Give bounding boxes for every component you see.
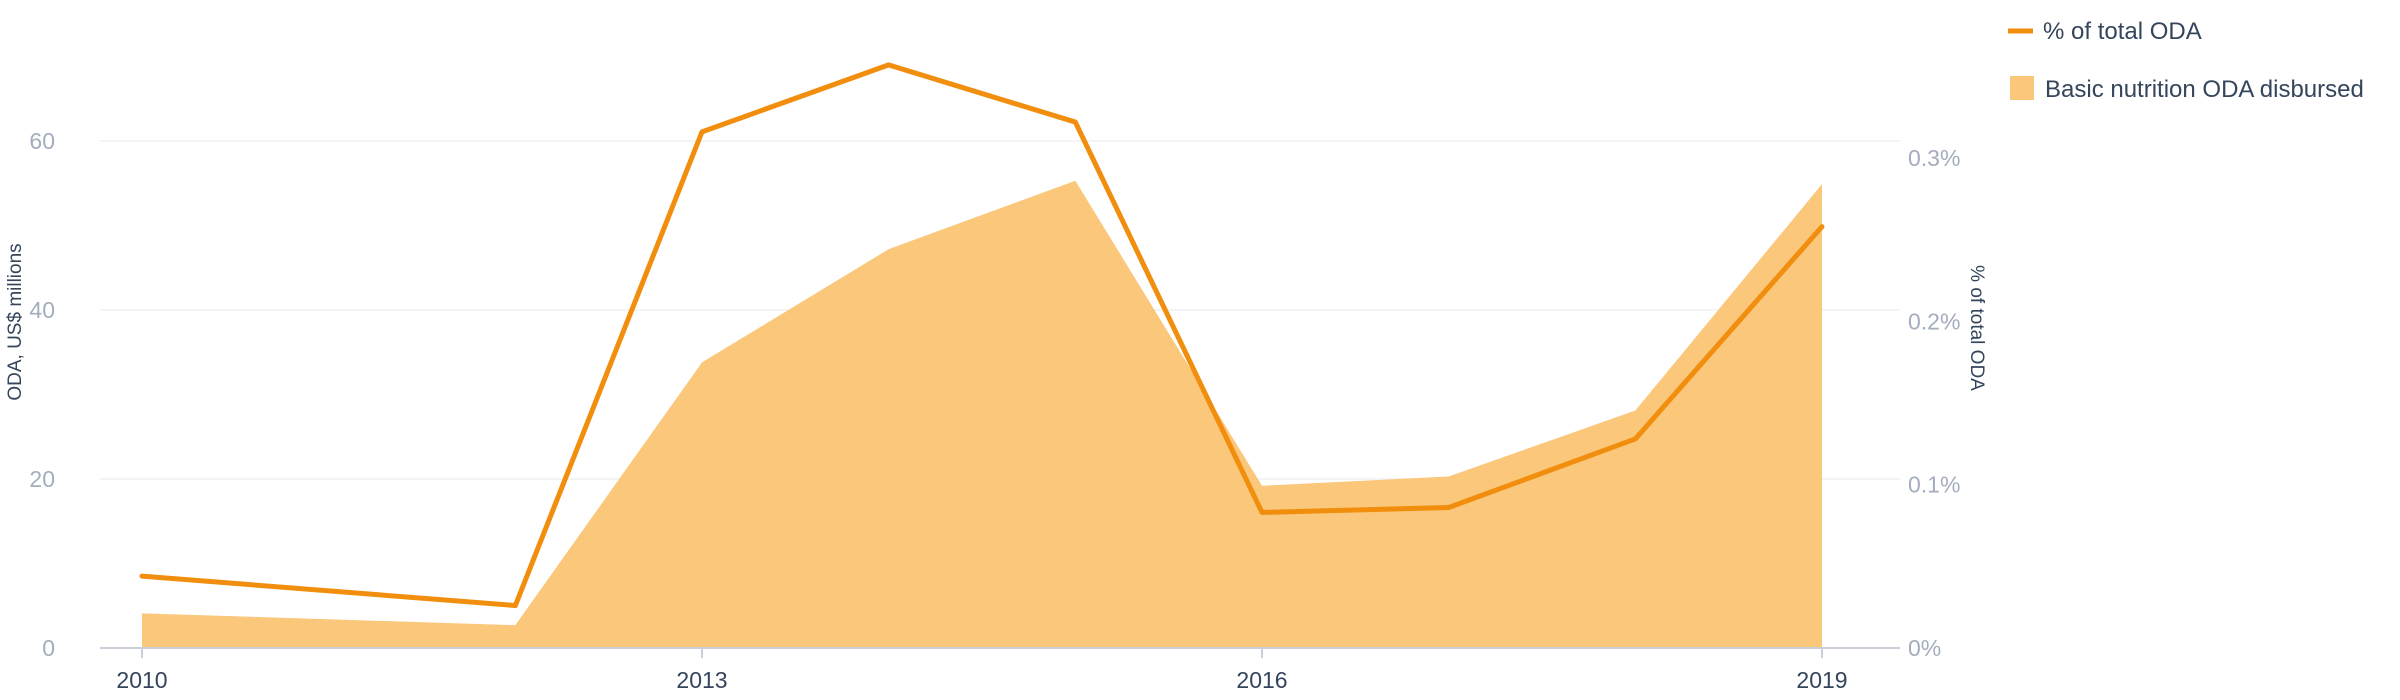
x-tick-label: 2010	[116, 667, 167, 693]
y-right-tick-label: 0.3%	[1908, 145, 1960, 171]
x-ticks: 2010 2013 2016 2019	[116, 648, 1848, 693]
y-left-tick-label: 40	[29, 297, 55, 323]
line-pct-total-oda	[139, 62, 1825, 609]
legend-label-basic-nutrition-oda: Basic nutrition ODA disbursed	[2045, 76, 2364, 103]
y-left-tick-label: 20	[29, 466, 55, 492]
legend-square-marker	[2010, 76, 2034, 100]
x-tick-label: 2013	[676, 667, 727, 693]
legend-item-pct-total-oda[interactable]: % of total ODA	[2008, 18, 2202, 45]
y-right-ticks: 0% 0.1% 0.2% 0.3%	[1908, 145, 1960, 661]
y-right-tick-label: 0%	[1908, 635, 1941, 661]
y-left-axis-title: ODA, US$ millions	[5, 243, 26, 400]
legend-item-basic-nutrition-oda[interactable]: Basic nutrition ODA disbursed	[2010, 76, 2364, 103]
legend-label-pct-total-oda: % of total ODA	[2043, 18, 2202, 45]
x-tick-label: 2019	[1796, 667, 1847, 693]
y-right-axis-title: % of total ODA	[1966, 265, 1987, 391]
area-basic-nutrition-oda	[142, 180, 1822, 648]
x-tick-label: 2016	[1236, 667, 1287, 693]
y-right-tick-label: 0.2%	[1908, 308, 1960, 334]
y-left-tick-label: 0	[42, 635, 55, 661]
y-left-ticks: 0 20 40 60	[29, 128, 55, 661]
y-left-tick-label: 60	[29, 128, 55, 154]
y-right-tick-label: 0.1%	[1908, 472, 1960, 498]
area-series-layer	[142, 180, 1822, 648]
legend: % of total ODA Basic nutrition ODA disbu…	[2008, 18, 2364, 103]
line-series-layer	[139, 62, 1825, 609]
